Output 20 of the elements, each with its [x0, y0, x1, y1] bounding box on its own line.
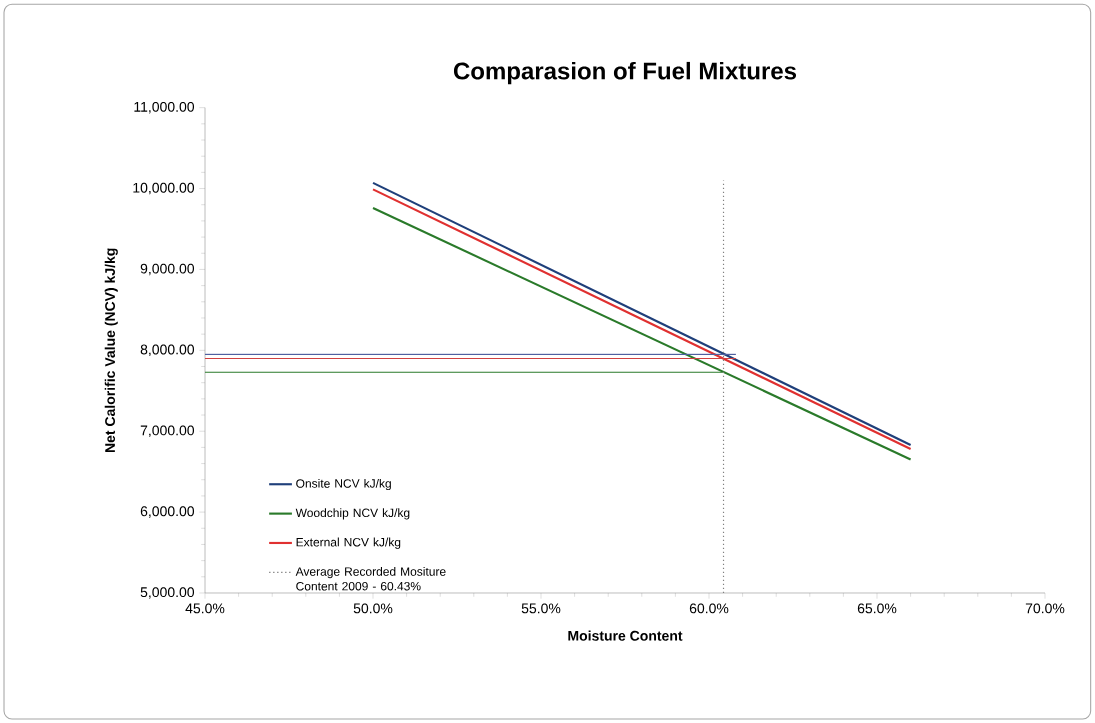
y-tick-label: 9,000.00 [140, 263, 195, 276]
x-tick-label: 60.0% [689, 603, 729, 614]
y-tick-label: 8,000.00 [140, 344, 195, 357]
y-tick-label: 10,000.00 [133, 182, 195, 195]
x-tick-label: 45.0% [185, 603, 225, 614]
x-tick-label: 70.0% [1025, 603, 1065, 614]
x-tick-label: 55.0% [521, 603, 561, 614]
y-tick-label: 11,000.00 [134, 101, 195, 114]
y-tick-label: 5,000.00 [140, 587, 195, 599]
y-tick-label: 6,000.00 [140, 506, 195, 518]
x-tick-label: 65.0% [857, 603, 897, 614]
y-axis-title: Net Calorific Value (NCV) kJ/kg [104, 248, 118, 453]
legend-label: Woodchip NCV kJ/kg [295, 508, 410, 520]
legend-label: Onsite NCV kJ/kg [296, 478, 391, 491]
x-tick-label: 50.0% [353, 603, 393, 614]
x-axis-title: Moisture Content [568, 630, 683, 641]
chart-title: Comparasion of Fuel Mixtures [453, 61, 797, 85]
y-tick-label: 7,000.00 [140, 425, 195, 437]
legend-label: External NCV kJ/kg [296, 537, 401, 549]
legend-label: Average Recorded Mositure Content 2009 - 60.43% [295, 566, 446, 591]
